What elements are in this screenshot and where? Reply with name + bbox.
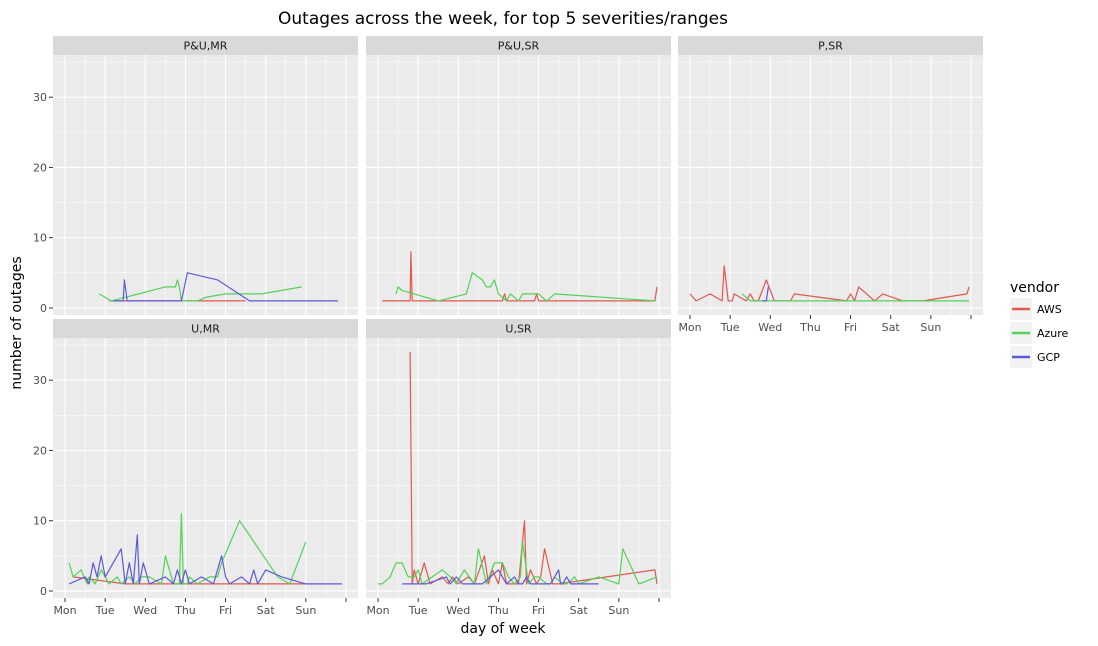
- legend-items: AWS Azure GCP: [1010, 298, 1069, 368]
- legend-label: Azure: [1037, 327, 1069, 340]
- x-tick-label: Sun: [295, 604, 316, 617]
- facet-strip: [366, 319, 671, 338]
- x-tick-label: Mon: [366, 604, 389, 617]
- x-tick-label: Mon: [53, 604, 76, 617]
- y-tick-label: 10: [33, 515, 47, 528]
- facet-strip: [53, 319, 358, 338]
- facet-strip-label: U,SR: [505, 323, 532, 336]
- x-tick-label: Sat: [570, 604, 589, 617]
- y-tick-label: 0: [40, 585, 47, 598]
- gridlines: [366, 55, 671, 315]
- y-tick-label: 30: [33, 91, 47, 104]
- x-tick-label: Tue: [408, 604, 428, 617]
- y-tick-label: 20: [33, 444, 47, 457]
- legend-item-azure: Azure: [1010, 322, 1069, 344]
- chart-title: Outages across the week, for top 5 sever…: [278, 9, 728, 29]
- series-line-azure: [378, 541, 658, 585]
- x-tick-label: Thu: [174, 604, 196, 617]
- y-tick-label: 30: [33, 374, 47, 387]
- facet-strip-label: P,SR: [818, 40, 843, 53]
- series-line-aws: [382, 251, 658, 302]
- legend-label: AWS: [1037, 303, 1062, 316]
- series-line-azure: [68, 513, 307, 585]
- x-tick-label: Thu: [799, 321, 821, 334]
- y-tick-label: 0: [40, 302, 47, 315]
- facet-panel-u-mr: U,MR 0 10 20 30 Mon Tue Wed Thu Fri Sat Sun: [33, 319, 358, 617]
- y-tick-label: 10: [33, 232, 47, 245]
- facet-strip: [53, 36, 358, 55]
- series-line-aws: [409, 352, 658, 585]
- series-line-aws: [689, 265, 970, 302]
- facet-strip-label: U,MR: [191, 323, 220, 336]
- legend-item-gcp: GCP: [1010, 346, 1060, 368]
- facet-panel-p-sr: P,SR Mon Tue Wed Thu Fri Sat Sun: [678, 36, 983, 334]
- facet-strip-label: P&U,SR: [498, 40, 540, 53]
- series-line-azure: [395, 272, 655, 302]
- x-tick-label: Fri: [844, 321, 857, 334]
- facet-panel-u-sr: U,SR Mon Tue Wed Thu Fri Sat Sun: [366, 319, 671, 617]
- x-axis-label: day of week: [461, 621, 547, 637]
- series-line-azure: [741, 293, 969, 302]
- facet-strip: [366, 36, 671, 55]
- y-axis-label: number of outages: [9, 256, 25, 389]
- legend: vendor AWS Azure GCP: [1010, 280, 1069, 368]
- x-tick-label: Sun: [608, 604, 629, 617]
- x-tick-label: Fri: [532, 604, 545, 617]
- x-tick-label: Sat: [257, 604, 276, 617]
- legend-label: GCP: [1037, 351, 1060, 364]
- x-tick-label: Tue: [720, 321, 740, 334]
- gridlines: [53, 338, 358, 598]
- facet-panel-p-u-sr: P&U,SR: [366, 36, 671, 315]
- series-line-gcp: [68, 534, 342, 585]
- series-line-gcp: [762, 286, 769, 302]
- x-tick-label: Sun: [920, 321, 941, 334]
- x-tick-label: Mon: [678, 321, 701, 334]
- series-line-gcp: [113, 272, 338, 302]
- x-tick-label: Sat: [882, 321, 901, 334]
- gridlines: [53, 55, 358, 315]
- series-line-azure: [98, 279, 302, 302]
- facet-strip-label: P&U,MR: [184, 40, 228, 53]
- x-tick-label: Thu: [487, 604, 509, 617]
- x-tick-label: Fri: [219, 604, 232, 617]
- gridlines: [366, 338, 671, 598]
- gridlines: [678, 55, 983, 315]
- x-tick-label: Tue: [95, 604, 115, 617]
- x-tick-label: Wed: [133, 604, 157, 617]
- x-tick-label: Wed: [446, 604, 470, 617]
- facet-strip: [678, 36, 983, 55]
- x-tick-label: Wed: [758, 321, 782, 334]
- y-tick-label: 20: [33, 161, 47, 174]
- facet-panel-p-u-mr: P&U,MR 0 10 20 30: [33, 36, 358, 315]
- facet-panels: P&U,MR 0 10 20 30 P&U,SR P,SR Mon Tue Wed Thu Fri Sa…: [33, 36, 983, 617]
- legend-title: vendor: [1010, 280, 1059, 296]
- series-line-gcp: [402, 569, 599, 585]
- legend-item-aws: AWS: [1010, 298, 1062, 320]
